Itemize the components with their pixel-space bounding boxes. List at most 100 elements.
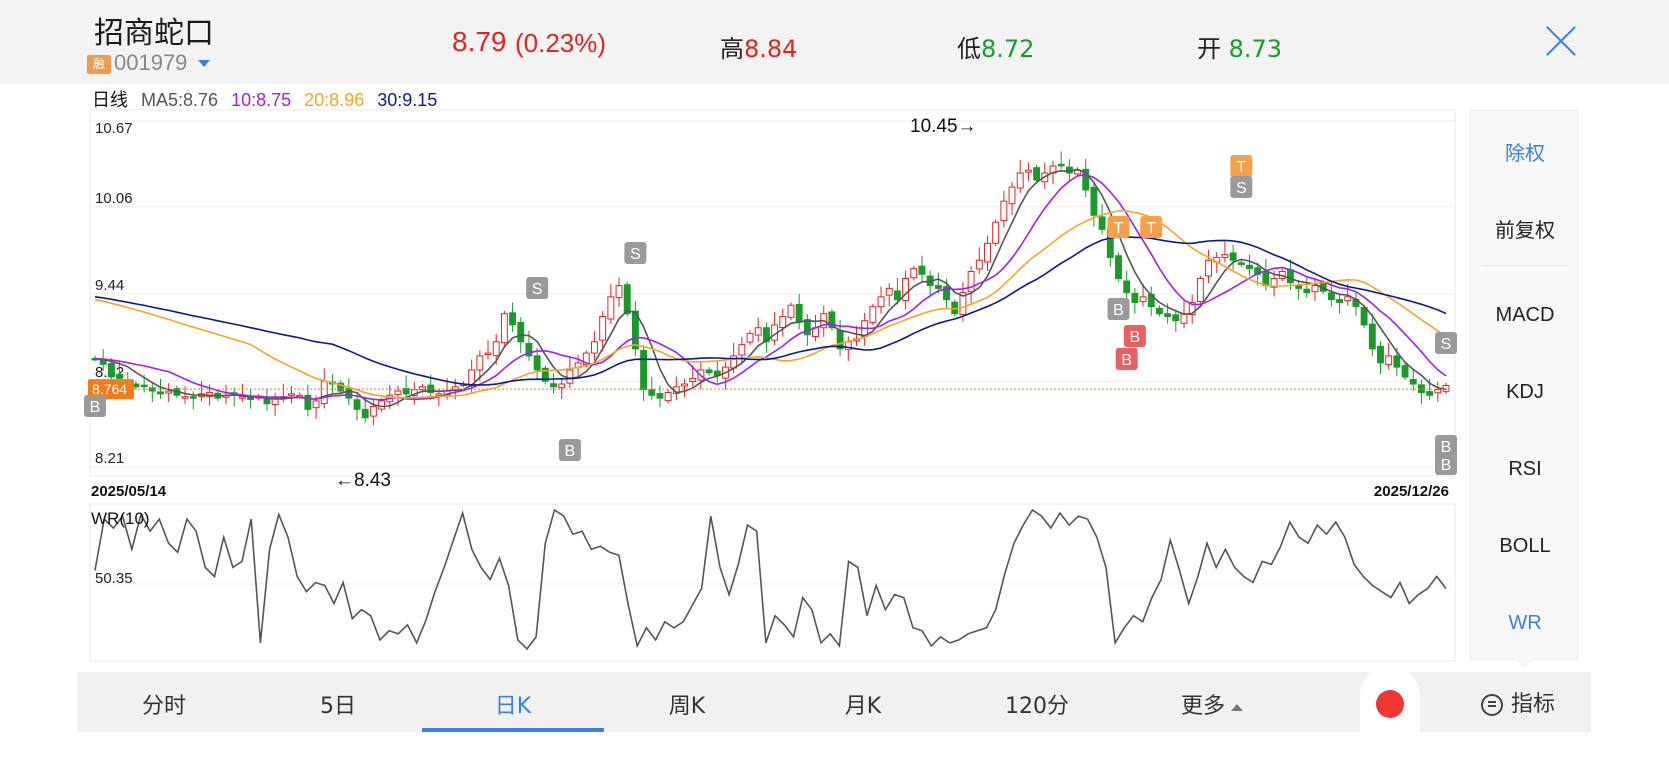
trade-marker-letter: S <box>1441 336 1452 353</box>
indicator-button[interactable]: 指标 <box>1481 686 1555 718</box>
indicator-forward-adjusted[interactable]: 前复权 <box>1495 220 1555 242</box>
candle-up <box>689 377 697 382</box>
candle-down <box>541 367 549 382</box>
trade-marker-sell <box>1230 176 1253 198</box>
candle-down <box>140 384 148 388</box>
ma20-line <box>94 210 1447 399</box>
candle-down <box>157 391 164 395</box>
candle-down <box>918 265 926 275</box>
candle-down <box>116 373 124 379</box>
candle-up <box>1205 259 1212 277</box>
candle-up <box>975 259 983 270</box>
trade-marker-sell <box>624 242 647 264</box>
current-price-tag <box>88 379 134 400</box>
period-label: 日线 <box>92 90 128 111</box>
candle-up <box>476 355 484 371</box>
candle-up <box>959 292 967 316</box>
candle-up <box>419 386 426 391</box>
tab-more-label: 更多 <box>1180 694 1225 719</box>
tab-weekly-k[interactable]: 周K <box>668 694 706 719</box>
candle-up <box>566 369 574 384</box>
end-date-label: 2025/12/26 <box>1374 483 1449 500</box>
candle-up <box>910 268 918 279</box>
candle-down <box>1237 262 1245 265</box>
quote-header: 招商蛇口 融 001979 8.79 (0.23%) 高8.84 低8.72 开… <box>0 0 1669 84</box>
candle-down <box>1426 391 1434 396</box>
candle-down <box>1401 364 1409 378</box>
candle-down <box>705 369 713 374</box>
candle-down <box>943 286 950 301</box>
trade-marker-buy <box>1123 325 1146 347</box>
open-label: 开 <box>1197 35 1221 63</box>
candle-down <box>893 290 901 301</box>
high-label: 高 <box>720 35 744 63</box>
indicator-rsi[interactable]: RSI <box>1508 458 1542 480</box>
trade-marker-letter: T <box>1114 220 1124 237</box>
candle-up <box>1221 254 1229 258</box>
indicator-wr[interactable]: WR <box>1508 612 1542 634</box>
record-button[interactable] <box>1360 666 1420 732</box>
candle-down <box>1336 299 1344 303</box>
candle-down <box>1303 288 1311 294</box>
candle-down <box>1393 355 1401 368</box>
candle-up <box>500 313 508 344</box>
candle-up <box>558 383 566 389</box>
price-axis-label: 8.21 <box>95 450 124 467</box>
stock-code[interactable]: 001979 <box>114 50 188 75</box>
wr-line <box>94 508 1447 651</box>
wr-panel-frame <box>89 503 1456 662</box>
caret-down-icon[interactable] <box>198 60 210 67</box>
candle-up <box>1434 389 1442 394</box>
trade-marker-t <box>1230 155 1253 177</box>
last-price: 8.79 <box>452 26 507 57</box>
tab-more[interactable]: 更多 <box>1152 688 1272 720</box>
ma5-line <box>94 168 1447 408</box>
ma10-line <box>94 173 1447 401</box>
candle-up <box>1385 355 1393 366</box>
trade-marker-letter: S <box>532 281 543 298</box>
margin-trading-badge: 融 <box>87 55 111 74</box>
candle-up <box>877 296 885 308</box>
caret-up-icon <box>1231 703 1243 711</box>
candle-down <box>1057 163 1065 167</box>
trade-marker-letter: T <box>1146 220 1156 237</box>
indicator-kdj[interactable]: KDJ <box>1506 381 1544 403</box>
candle-down <box>1082 168 1090 191</box>
candle-up <box>288 393 295 396</box>
tab-intraday[interactable]: 分时 <box>141 694 186 719</box>
trade-marker-letter: T <box>1236 159 1246 176</box>
candle-down <box>828 311 836 329</box>
candle-down <box>934 285 942 289</box>
ma5-value: MA5:8.76 <box>141 90 219 110</box>
candle-down <box>1262 271 1270 287</box>
tab-5day[interactable]: 5日 <box>320 694 356 719</box>
trade-marker-letter: S <box>1236 180 1247 197</box>
tab-monthly-k[interactable]: 月K <box>844 694 882 719</box>
indicator-ex-rights[interactable]: 除权 <box>1505 143 1545 165</box>
candle-down <box>1172 314 1180 322</box>
candle-down <box>1246 264 1253 270</box>
high-price: 高8.84 <box>720 29 797 64</box>
candle-down <box>803 319 811 336</box>
candle-up <box>1000 200 1008 222</box>
trade-marker-buy <box>1435 435 1457 457</box>
candle-down <box>1360 307 1368 326</box>
tab-120min[interactable]: 120分 <box>1005 694 1069 719</box>
candle-up <box>746 332 754 343</box>
candle-up <box>312 400 320 409</box>
indicator-boll[interactable]: BOLL <box>1499 535 1551 557</box>
candle-down <box>1115 255 1122 280</box>
stock-name: 招商蛇口 <box>94 16 214 51</box>
candle-down <box>1368 323 1376 350</box>
candle-down <box>189 396 197 399</box>
trade-marker-sell <box>526 277 549 299</box>
tab-daily-k[interactable]: 日K <box>494 694 532 719</box>
candle-up <box>484 352 492 356</box>
candle-down <box>1229 252 1237 261</box>
indicator-macd[interactable]: MACD <box>1495 304 1555 326</box>
candle-up <box>681 383 688 387</box>
trade-marker-t <box>1107 216 1130 238</box>
price-panel-frame <box>89 109 1456 477</box>
candle-down <box>509 312 517 326</box>
